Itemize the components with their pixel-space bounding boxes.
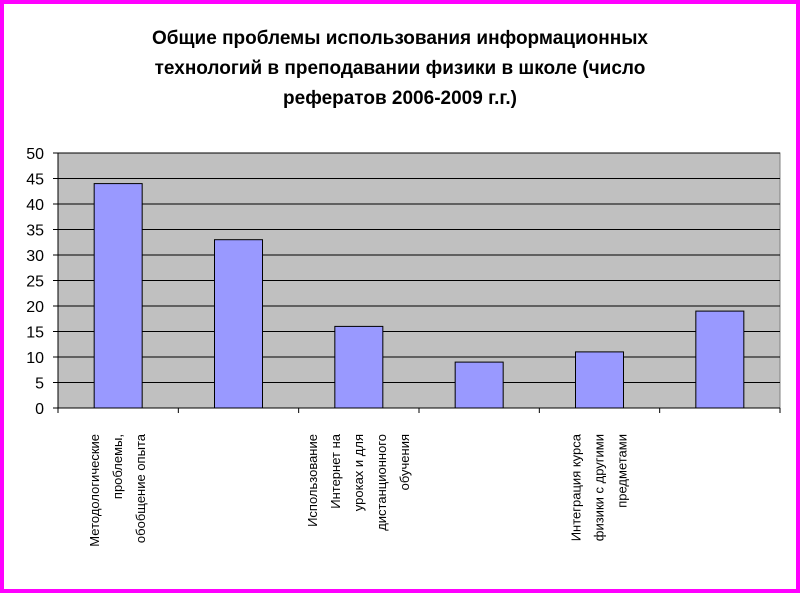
x-category-label-line: Интеграция курса — [569, 433, 584, 541]
x-category-label-line: обобщение опыта — [133, 433, 148, 543]
y-tick-label: 10 — [26, 350, 44, 367]
bar — [334, 325, 384, 409]
x-category-label-line: Интернет на — [328, 433, 343, 509]
chart-title: Общие проблемы использования информацион… — [152, 28, 648, 109]
x-category-labels: Методологические проблемы, обобщение опыта… — [87, 433, 629, 546]
bar — [695, 310, 745, 409]
y-tick-label: 45 — [26, 172, 44, 189]
y-tick-label: 40 — [26, 197, 44, 214]
x-category-label-line: Методологические — [87, 434, 102, 547]
bar — [214, 239, 263, 409]
x-category-label-line: Использование — [305, 434, 320, 527]
gridlines — [58, 152, 780, 383]
x-category-label-line: физики с другими — [592, 434, 607, 541]
x-category-label: Методологические проблемы, обобщение опыта — [87, 433, 148, 546]
y-tick-label: 50 — [26, 146, 44, 163]
bar — [93, 183, 143, 409]
y-tick-label: 5 — [35, 376, 44, 393]
y-tick-label: 25 — [26, 274, 44, 291]
x-category-label-line: обучения — [397, 434, 412, 490]
bar — [575, 351, 624, 409]
y-tick-labels: 0 5 10 15 20 25 30 35 40 45 50 — [26, 146, 58, 418]
y-tick-label: 35 — [26, 223, 44, 240]
x-category-label-line: уроках и для — [351, 434, 366, 511]
y-tick-label: 0 — [35, 401, 44, 418]
bars — [93, 183, 745, 409]
x-category-label-line: дистанционного — [374, 434, 389, 531]
y-tick-label: 15 — [26, 325, 44, 342]
y-tick-label: 20 — [26, 299, 44, 316]
x-category-label-line: предметами — [615, 434, 630, 508]
x-category-label-line: проблемы, — [110, 434, 125, 499]
x-category-label: Интеграция курса физики с другими предмета… — [569, 433, 630, 541]
bar — [454, 361, 504, 409]
x-category-label: Использование Интернет на уроках и для дист… — [305, 433, 412, 531]
y-tick-label: 30 — [26, 248, 44, 265]
